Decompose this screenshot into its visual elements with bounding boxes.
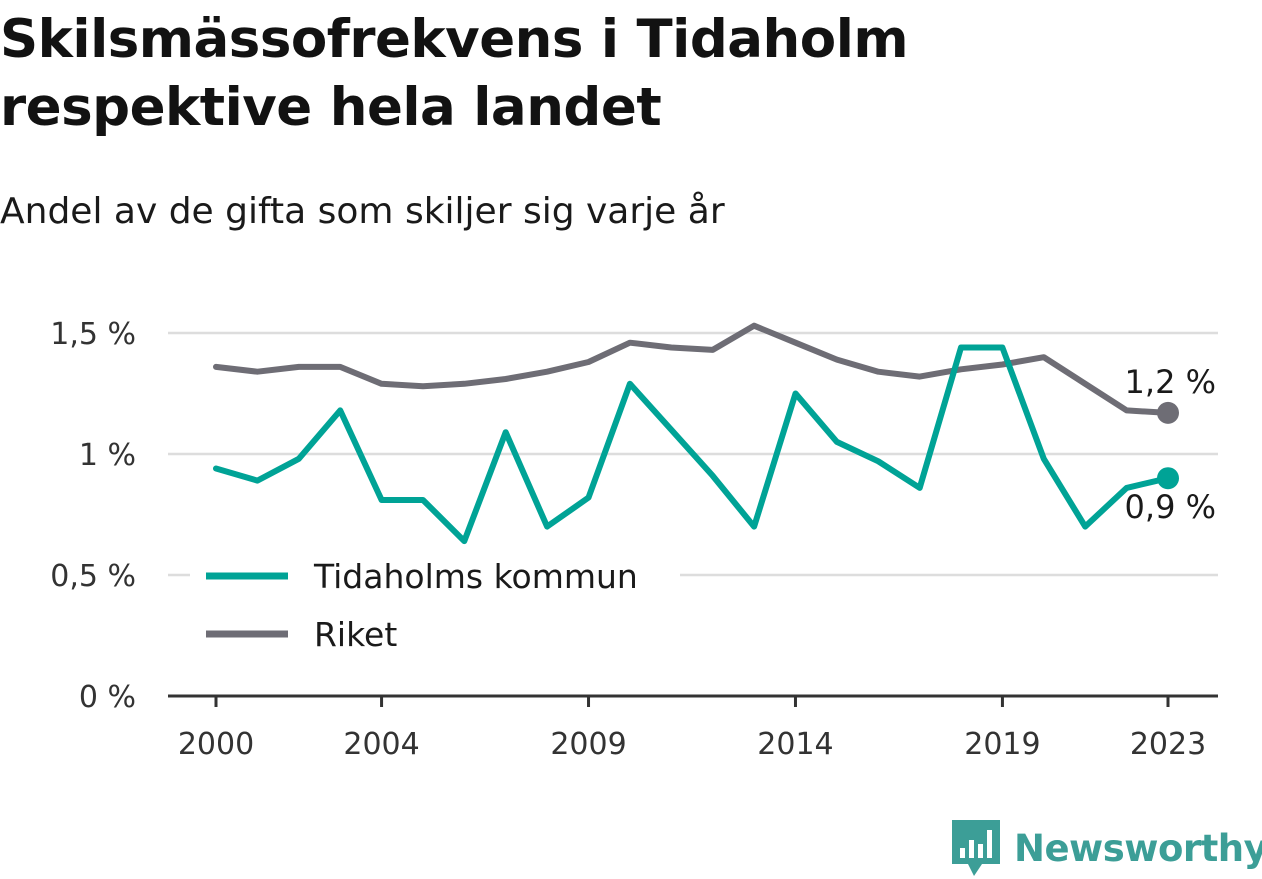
y-tick-label: 0 % <box>79 680 136 715</box>
series-end-point <box>1157 401 1179 424</box>
end-value-label: 0,9 % <box>1125 488 1216 526</box>
x-tick-label: 2000 <box>178 727 254 762</box>
legend-background <box>190 545 680 665</box>
legend-label: Riket <box>314 615 397 654</box>
x-tick-label: 2019 <box>964 727 1040 762</box>
chart-title: Skilsmässofrekvens i Tidaholm respektive… <box>0 9 909 138</box>
legend-label: Tidaholms kommun <box>313 557 638 596</box>
x-tick-label: 2009 <box>550 727 626 762</box>
y-tick-label: 1,5 % <box>50 317 136 352</box>
series-line <box>213 344 1171 545</box>
axes: 0 % 0,5 % 1 % 1,5 % 2000 2004 2009 2014 2019 2023 <box>50 317 1218 762</box>
legend: Tidaholms kommun Riket <box>190 545 680 665</box>
newsworthy-logo: Newsworthy <box>950 818 1262 878</box>
end-labels: 0,9 % 1,2 % <box>1122 360 1219 529</box>
chart-subtitle: Andel av de gifta som skiljer sig varje … <box>0 191 725 232</box>
series-end-point <box>1157 467 1179 490</box>
y-tick-label: 1 % <box>79 438 136 473</box>
y-tick-label: 0,5 % <box>50 559 136 594</box>
x-tick-label: 2023 <box>1130 727 1206 762</box>
end-value-label: 1,2 % <box>1125 363 1216 401</box>
newsworthy-logo-text: Newsworthy <box>1014 826 1262 870</box>
series-line <box>213 322 1171 416</box>
x-tick-label: 2004 <box>343 727 419 762</box>
x-tick-label: 2014 <box>757 727 833 762</box>
series-lines <box>213 322 1179 545</box>
newsworthy-bar-chart-icon <box>952 820 1000 876</box>
